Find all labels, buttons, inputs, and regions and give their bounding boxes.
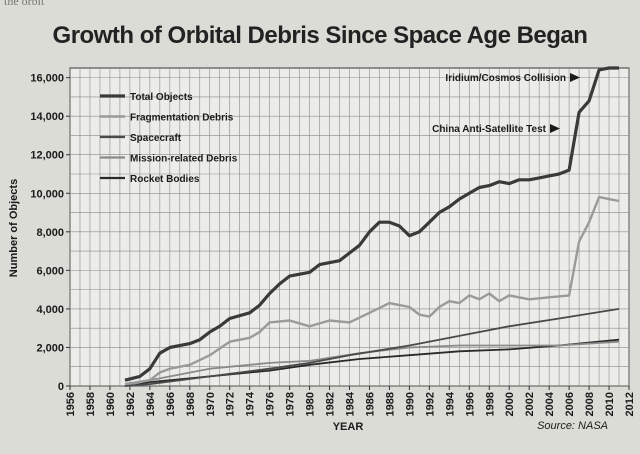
y-tick-label: 2,000 bbox=[36, 342, 64, 354]
legend-label-spacecraft: Spacecraft bbox=[130, 133, 182, 144]
x-tick-label: 2002 bbox=[524, 392, 536, 416]
y-tick-label: 12,000 bbox=[30, 150, 64, 162]
x-tick-label: 1966 bbox=[165, 392, 177, 416]
x-axis-label: YEAR bbox=[332, 421, 364, 433]
x-tick-label: 1986 bbox=[364, 392, 376, 416]
legend: Total Objects Fragmentation Debris Spacecr… bbox=[100, 92, 238, 185]
x-tick-label: 1984 bbox=[345, 391, 357, 416]
y-tick-label: 10,000 bbox=[30, 188, 64, 200]
y-tick-label: 14,000 bbox=[30, 111, 64, 123]
series-line-spacecraft bbox=[124, 308, 620, 387]
x-tick-label: 1972 bbox=[225, 392, 237, 416]
x-tick-label: 1980 bbox=[305, 392, 317, 416]
x-tick-label: 2000 bbox=[504, 392, 516, 416]
y-tick-label: 4,000 bbox=[36, 304, 64, 316]
clipped-text-fragment: the orbit bbox=[4, 0, 45, 8]
x-tick-label: 2008 bbox=[584, 392, 596, 416]
x-tick-label: 2004 bbox=[544, 391, 556, 416]
x-tick-label: 1962 bbox=[125, 392, 137, 416]
x-tick-label: 1976 bbox=[265, 392, 277, 416]
chart-title: Growth of Orbital Debris Since Space Age… bbox=[52, 22, 588, 49]
legend-label-total-objects: Total Objects bbox=[130, 92, 193, 103]
annotation-china-asat: China Anti-Satellite Test bbox=[432, 124, 547, 135]
source-note: Source: NASA bbox=[537, 420, 608, 432]
x-tick-label: 1998 bbox=[484, 392, 496, 416]
legend-label-rocket-bodies: Rocket Bodies bbox=[130, 174, 200, 185]
x-tick-label: 1990 bbox=[404, 392, 416, 416]
annotation-arrow bbox=[550, 124, 560, 133]
x-tick-label: 1982 bbox=[325, 392, 337, 416]
x-tick-label: 2006 bbox=[564, 392, 576, 416]
axes: 0 2,000 4,000 6,000 8,000 10,000 12,000 14,000 1… bbox=[30, 73, 636, 417]
y-tick-label: 0 bbox=[58, 381, 64, 393]
x-tick-label: 1988 bbox=[384, 392, 396, 416]
annotation-iridium-cosmos: Iridium/Cosmos Collision bbox=[445, 73, 566, 84]
x-tick-label: 1958 bbox=[85, 392, 97, 416]
x-tick-label: 1970 bbox=[205, 392, 217, 416]
y-tick-label: 16,000 bbox=[30, 73, 64, 85]
grid bbox=[69, 68, 630, 387]
series-line-total-objects bbox=[124, 66, 619, 382]
y-axis-label: Number of Objects bbox=[8, 178, 20, 278]
x-tick-label: 1964 bbox=[145, 391, 157, 416]
series-lines bbox=[124, 66, 620, 387]
series-line-fragmentation-debris bbox=[124, 195, 620, 386]
y-tick-label: 6,000 bbox=[36, 265, 64, 277]
annotation-arrow bbox=[570, 73, 580, 82]
x-tick-label: 1992 bbox=[424, 392, 436, 416]
y-tick-label: 8,000 bbox=[36, 227, 64, 239]
x-tick-label: 2012 bbox=[624, 392, 636, 416]
x-tick-label: 2010 bbox=[604, 392, 616, 416]
x-tick-label: 1960 bbox=[105, 392, 117, 416]
annotations: Iridium/Cosmos Collision China Anti-Satel… bbox=[432, 73, 580, 135]
x-tick-label: 1996 bbox=[464, 392, 476, 416]
legend-label-fragmentation-debris: Fragmentation Debris bbox=[130, 113, 234, 124]
x-tick-label: 1974 bbox=[245, 391, 257, 416]
x-tick-label: 1956 bbox=[65, 392, 77, 416]
x-tick-label: 1968 bbox=[185, 392, 197, 416]
x-tick-label: 1994 bbox=[444, 391, 456, 416]
x-tick-label: 1978 bbox=[285, 392, 297, 416]
legend-label-mission-related-debris: Mission-related Debris bbox=[130, 154, 238, 165]
